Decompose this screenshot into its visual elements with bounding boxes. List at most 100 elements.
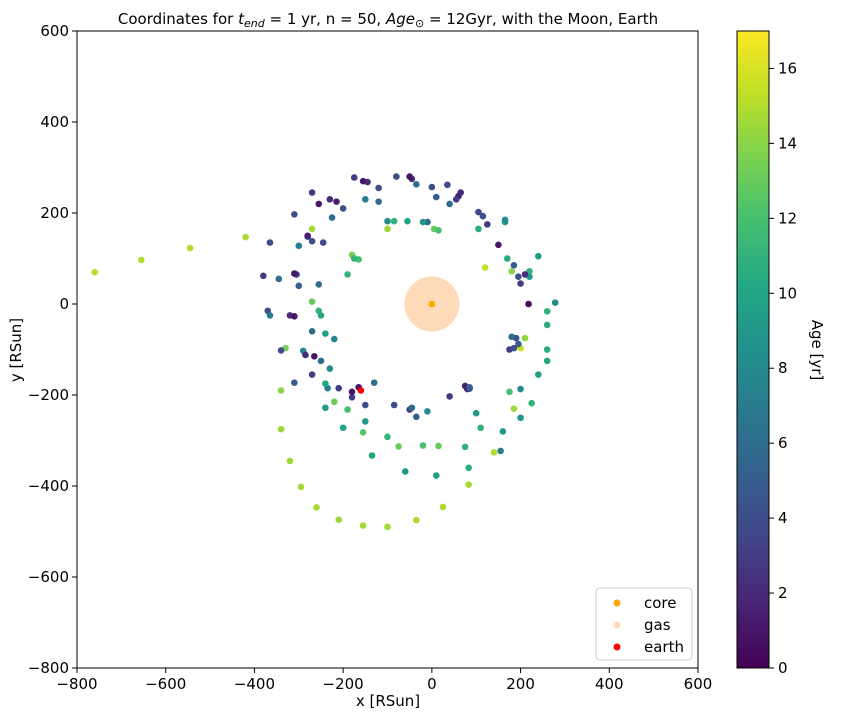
scatter-point xyxy=(413,181,420,188)
legend-label-core: core xyxy=(644,594,677,612)
scatter-point xyxy=(475,208,482,216)
scatter-point xyxy=(501,216,509,224)
scatter-point xyxy=(413,516,420,524)
y-axis: −800 −600 −400 −200 0 200 400 600 xyxy=(28,22,77,677)
scatter-point xyxy=(350,174,358,181)
scatter-point xyxy=(390,217,398,225)
colorbar-gradient xyxy=(736,30,770,669)
scatter-point xyxy=(446,393,453,400)
scatter-point xyxy=(308,225,316,233)
scatter-point xyxy=(508,333,515,341)
scatter-point xyxy=(326,365,334,372)
scatter-point xyxy=(91,268,99,276)
scatter-point xyxy=(521,271,529,278)
scatter-point xyxy=(510,262,518,269)
scatter-point xyxy=(350,255,358,262)
y-tick-label: 200 xyxy=(40,204,69,222)
scatter-point xyxy=(277,425,285,433)
scatter-point xyxy=(506,388,513,396)
scatter-point xyxy=(551,299,559,306)
scatter-point xyxy=(446,200,453,208)
scatter-point xyxy=(404,217,411,225)
scatter-point xyxy=(302,351,309,359)
scatter-point xyxy=(384,523,391,531)
plot-border xyxy=(76,30,699,669)
colorbar-tick-label: 2 xyxy=(778,584,788,602)
legend-marker-core xyxy=(613,599,621,607)
scatter-point xyxy=(297,483,305,491)
scatter-point xyxy=(186,244,194,252)
scatter-point xyxy=(517,280,524,287)
scatter-point xyxy=(495,241,502,249)
x-axis: −800 −600 −400 −200 0 200 400 600 xyxy=(56,668,712,693)
scatter-point xyxy=(543,321,551,329)
colorbar-tick-label: 6 xyxy=(778,434,788,452)
scatter-point xyxy=(333,198,340,205)
scatter-point xyxy=(308,189,316,196)
y-tick-label: −200 xyxy=(28,386,69,404)
scatter-point xyxy=(330,398,338,406)
scatter-point xyxy=(375,198,382,205)
scatter-point xyxy=(335,384,343,392)
colorbar: 0 2 4 6 8 10 12 14 16 Age [yr] xyxy=(736,30,826,677)
scatter-point xyxy=(291,270,298,277)
scatter-point xyxy=(330,335,338,343)
scatter-point xyxy=(348,393,356,401)
scatter-point xyxy=(242,233,249,241)
scatter-point xyxy=(461,443,469,451)
y-tick-label: −600 xyxy=(28,568,69,586)
colorbar-tick-label: 0 xyxy=(778,659,788,677)
colorbar-tick-label: 4 xyxy=(778,509,788,527)
scatter-point xyxy=(452,196,460,203)
scatter-point xyxy=(432,472,440,479)
scatter-point xyxy=(390,401,398,409)
scatter-point xyxy=(465,464,472,472)
scatter-point xyxy=(401,468,409,475)
legend: core gas earth xyxy=(595,587,693,661)
scatter-point xyxy=(543,357,551,365)
scatter-point xyxy=(521,334,529,342)
legend-box xyxy=(595,587,693,661)
y-tick-label: −800 xyxy=(28,659,69,677)
scatter-point xyxy=(465,481,472,488)
scatter-point xyxy=(384,217,391,225)
scatter-point xyxy=(477,424,484,432)
scatter-point xyxy=(393,173,400,180)
plot-frame xyxy=(77,31,698,668)
y-tick-label: 600 xyxy=(40,22,69,40)
scatter-point xyxy=(508,267,515,275)
x-tick-label: 0 xyxy=(427,675,437,693)
scatter-point xyxy=(510,405,518,412)
x-tick-label: −800 xyxy=(56,675,97,693)
scatter-point xyxy=(311,353,318,360)
scatter-point xyxy=(277,347,285,354)
scatter-point xyxy=(375,184,382,192)
scatter-point xyxy=(481,264,489,271)
scatter-point xyxy=(339,205,347,212)
scatter-point xyxy=(479,212,487,220)
scatter-point xyxy=(408,404,416,412)
scatter-point xyxy=(295,282,303,290)
core-point xyxy=(428,300,436,308)
scatter-point xyxy=(322,330,329,337)
scatter-point xyxy=(348,388,356,396)
x-tick-label: −400 xyxy=(234,675,275,693)
scatter-point xyxy=(457,189,464,196)
scatter-point xyxy=(315,281,323,288)
scatter-point xyxy=(517,385,524,393)
scatter-point xyxy=(428,183,436,191)
scatter-point xyxy=(510,344,518,352)
scatter-point xyxy=(362,196,369,203)
scatter-point xyxy=(395,443,402,450)
scatter-point xyxy=(517,414,524,422)
scatter-point xyxy=(419,218,427,226)
scatter-point xyxy=(313,504,320,511)
x-axis-label: x [RSun] xyxy=(356,692,420,710)
legend-marker-gas xyxy=(613,621,621,629)
scatter-point xyxy=(138,256,145,264)
scatter-point xyxy=(515,340,522,348)
scatter-point xyxy=(439,503,447,511)
x-tick-label: 400 xyxy=(595,675,624,693)
scatter-point xyxy=(328,214,336,221)
